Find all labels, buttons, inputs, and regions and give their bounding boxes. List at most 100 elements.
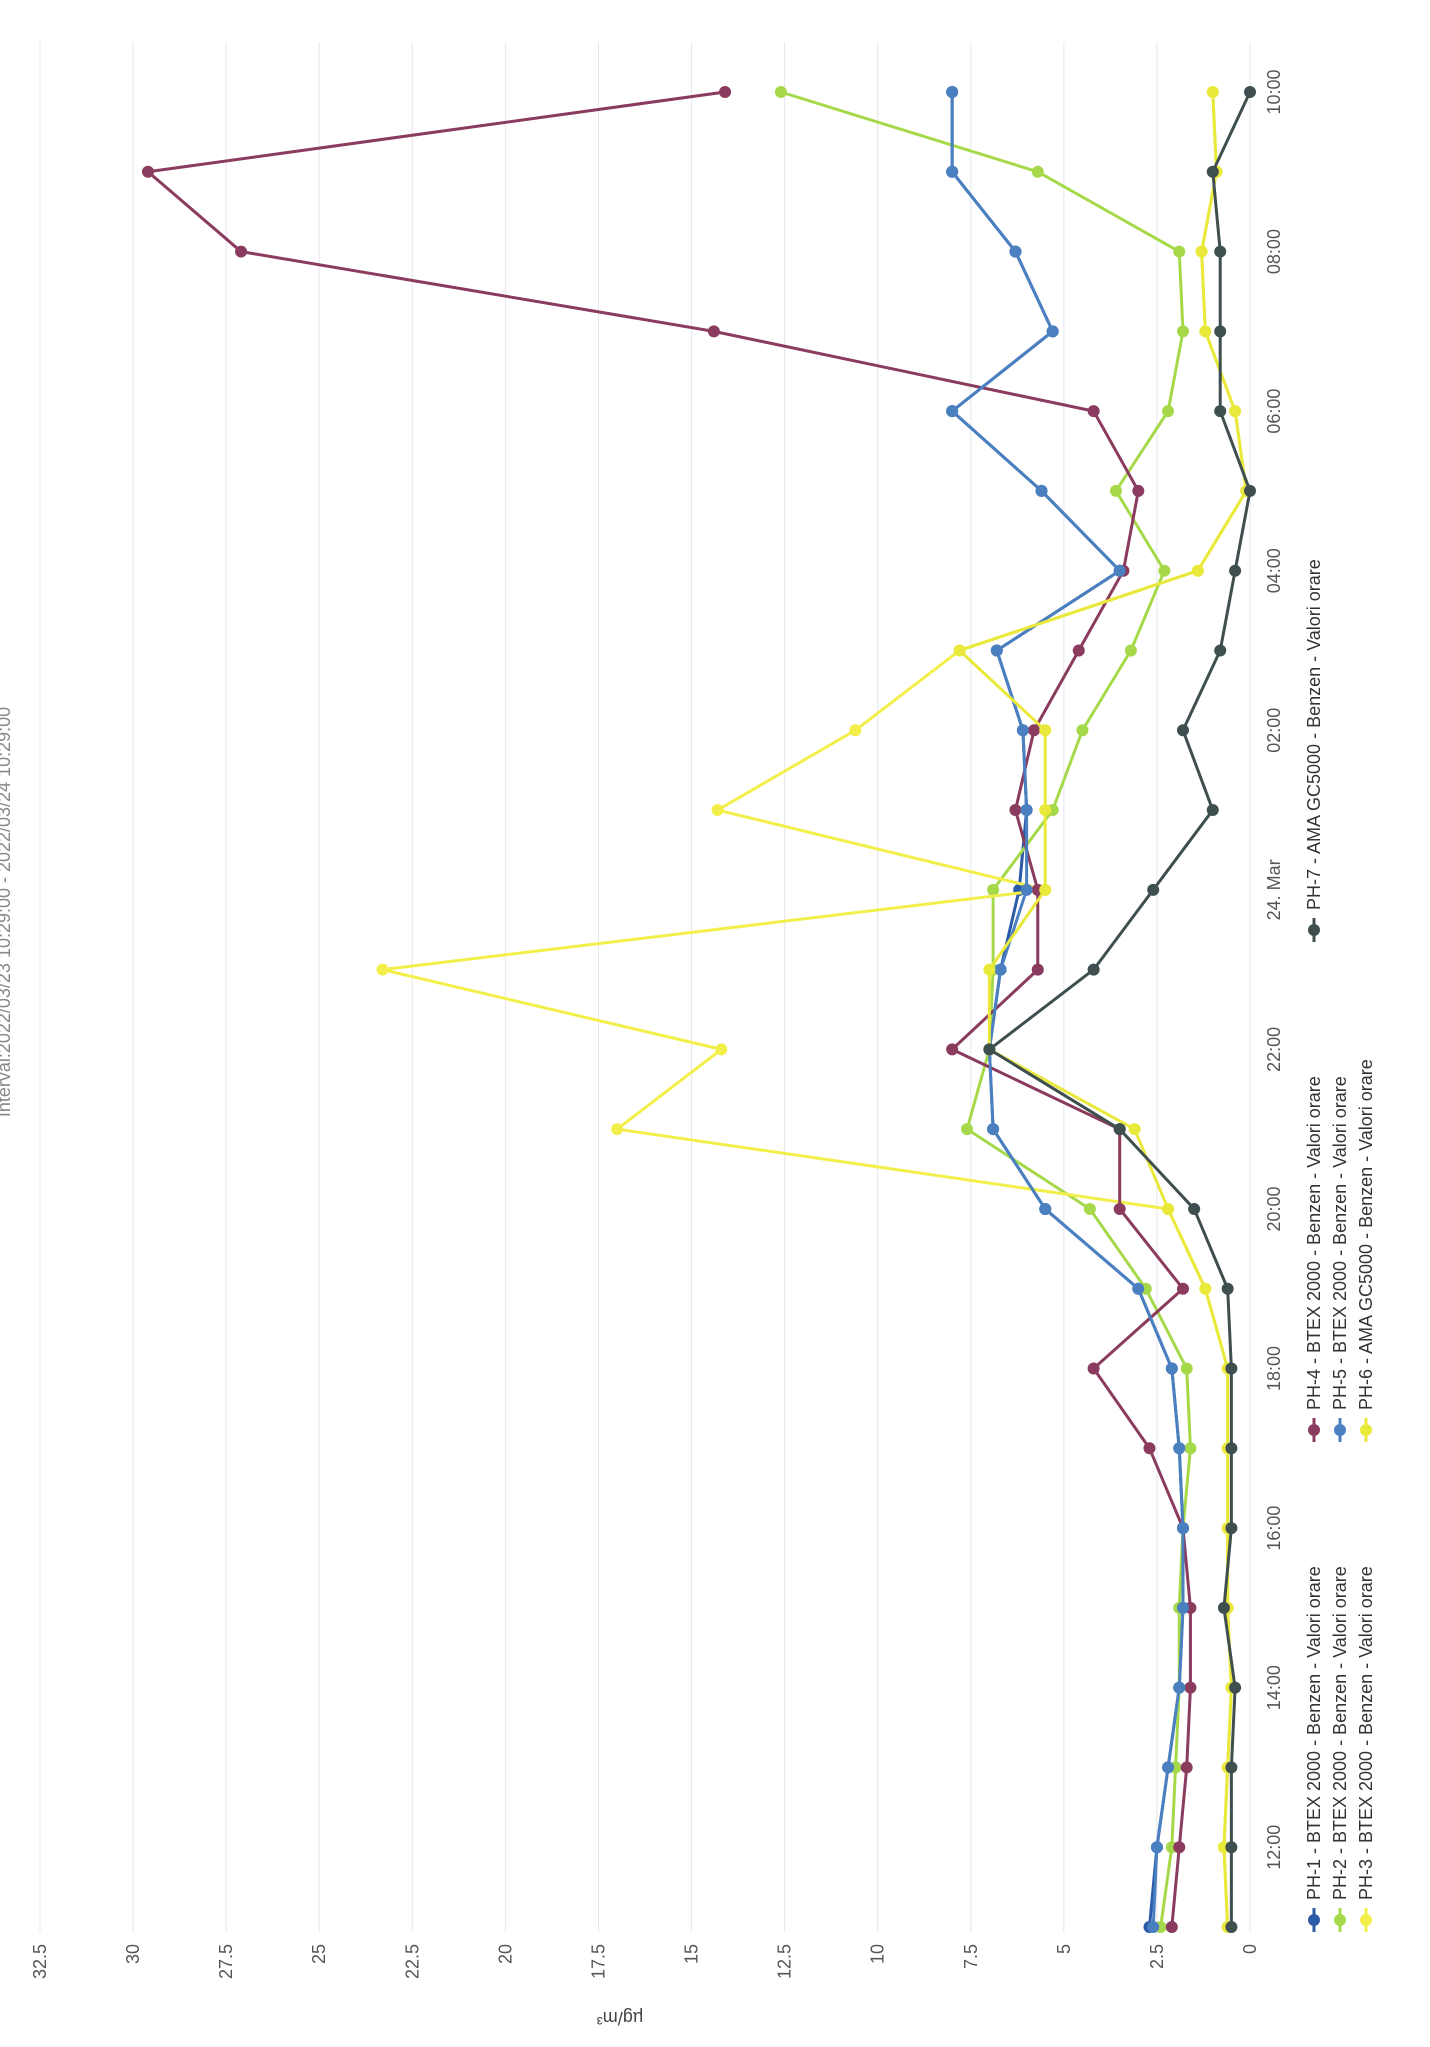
y-tick-label: 10 (868, 1944, 888, 1964)
data-point (1031, 963, 1044, 976)
y-tick-label: 27.5 (216, 1944, 236, 1979)
series-layer (141, 86, 1256, 1933)
data-point (1113, 1202, 1126, 1215)
data-point (1020, 883, 1033, 896)
series-line (780, 90, 1192, 1928)
data-point (719, 86, 732, 98)
data-point (987, 883, 1000, 896)
x-tick-label: 04:00 (1264, 548, 1284, 593)
legend-swatch-marker (1360, 1424, 1372, 1436)
legend-swatch-marker (1334, 1914, 1346, 1926)
data-point (1020, 804, 1033, 817)
legend-entry: PH-5 - BTEX 2000 - Benzen - Valori orare (1330, 1076, 1350, 1410)
data-point (1009, 804, 1022, 817)
x-tick-label: 10:00 (1264, 69, 1284, 114)
data-point (983, 963, 996, 976)
y-tick-label: 0 (1240, 1944, 1260, 1954)
y-tick-label: 15 (682, 1944, 702, 1964)
chart-title: Interval:2022/03/23 10:29:00 - 2022/03/2… (0, 707, 14, 1117)
x-tick-label: 06:00 (1264, 389, 1284, 434)
legend-entry: PH-6 - AMA GC5000 - Benzen - Valori orar… (1356, 1059, 1376, 1410)
data-point (1039, 804, 1052, 817)
data-point (707, 325, 720, 338)
series-line (950, 92, 1185, 1928)
y-tick-label: 32.5 (30, 1944, 50, 1979)
data-point (849, 724, 862, 737)
data-point (1244, 484, 1256, 497)
data-point (711, 804, 724, 817)
data-point (1176, 325, 1189, 338)
data-point (1147, 883, 1160, 896)
data-point (1016, 724, 1029, 737)
data-point (1225, 1841, 1238, 1854)
data-point (1113, 1123, 1126, 1136)
legend-swatch-marker (1308, 1424, 1320, 1436)
legend-entry: PH-3 - BTEX 2000 - Benzen - Valori orare (1356, 1566, 1376, 1900)
data-point (1199, 325, 1212, 338)
data-point (1039, 1202, 1052, 1215)
data-point (990, 644, 1003, 657)
data-point (1158, 564, 1171, 577)
data-point (946, 86, 959, 98)
data-point (1150, 1841, 1163, 1854)
data-point (1176, 724, 1189, 737)
data-point (1225, 1362, 1238, 1375)
data-point (953, 644, 966, 657)
data-point (611, 1123, 624, 1136)
x-tick-label: 20:00 (1264, 1186, 1284, 1231)
data-point (1206, 804, 1219, 817)
legend-swatch-marker (1334, 1424, 1346, 1436)
data-point (1180, 1362, 1193, 1375)
legend-entry: PH-4 - BTEX 2000 - Benzen - Valori orare (1304, 1076, 1324, 1410)
y-tick-label: 22.5 (402, 1944, 422, 1979)
data-point (1199, 1282, 1212, 1295)
data-point (946, 405, 959, 418)
data-point (1173, 1442, 1186, 1455)
data-point (235, 245, 248, 258)
data-point (1128, 1123, 1141, 1136)
y-tick-label: 20 (495, 1944, 515, 1964)
y-tick-label: 7.5 (961, 1944, 981, 1969)
data-point (1225, 1522, 1238, 1535)
y-tick-label: 17.5 (588, 1944, 608, 1979)
y-tick-label: 25 (309, 1944, 329, 1964)
x-tick-label: 08:00 (1264, 229, 1284, 274)
data-point (1206, 165, 1219, 178)
data-point (983, 1043, 996, 1056)
data-point (994, 963, 1007, 976)
data-point (1009, 245, 1022, 258)
data-point (961, 1123, 974, 1136)
x-tick-label: 02:00 (1264, 708, 1284, 753)
legend: PH-1 - BTEX 2000 - Benzen - Valori orare… (1304, 559, 1376, 1932)
data-point (1083, 1202, 1096, 1215)
data-point (1173, 1841, 1186, 1854)
data-point (1225, 1921, 1238, 1933)
data-point (1214, 245, 1227, 258)
data-point (715, 1043, 728, 1056)
data-point (1147, 1921, 1160, 1933)
data-point (1176, 1601, 1189, 1614)
data-point (1184, 1442, 1197, 1455)
y-tick-labels: 0 2.5 5 7.5 10 12.5 15 17.5 20 22.5 25 27.5 30 32.5 (30, 1944, 1260, 1979)
data-point (1229, 564, 1242, 577)
data-point (1087, 405, 1100, 418)
data-point (1188, 1202, 1201, 1215)
grid-lines (39, 42, 1251, 1932)
legend-entry: PH-2 - BTEX 2000 - Benzen - Valori orare (1330, 1566, 1350, 1900)
data-point (1162, 405, 1175, 418)
data-point (1076, 724, 1089, 737)
data-point (1039, 883, 1052, 896)
x-tick-label: 24. Mar (1264, 859, 1284, 920)
data-point (1035, 484, 1048, 497)
data-point (1176, 1522, 1189, 1535)
data-point (1113, 564, 1126, 577)
series-line (958, 91, 1248, 1928)
data-point (1124, 644, 1137, 657)
data-point (1087, 1362, 1100, 1375)
data-point (1165, 1362, 1178, 1375)
series-group (946, 86, 1189, 1933)
data-point (1028, 724, 1041, 737)
